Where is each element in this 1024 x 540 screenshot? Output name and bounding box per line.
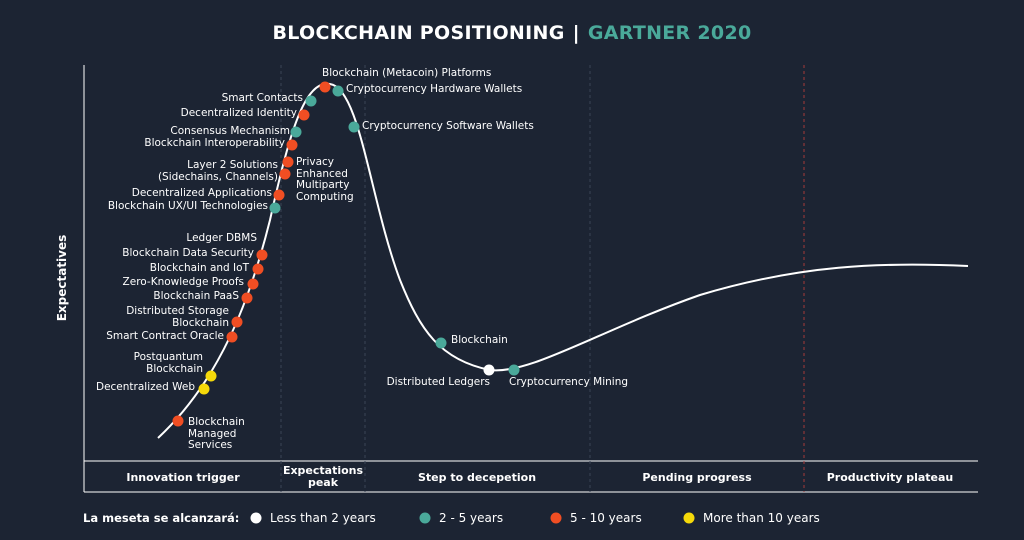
technology-dot [508, 364, 520, 376]
legend-marker [683, 512, 695, 524]
technology-dot [282, 156, 294, 168]
legend-title: La meseta se alcanzará: [83, 511, 240, 525]
technology-label: Cryptocurrency Software Wallets [362, 120, 534, 132]
subtitle: GARTNER 2020 [587, 22, 752, 44]
technology-dot [290, 126, 302, 138]
technology-label: Postquantum Blockchain [133, 351, 203, 375]
technology-dot [332, 85, 344, 97]
technology-label: Consensus Mechanism [170, 125, 290, 137]
title-text: BLOCKCHAIN POSITIONING [272, 22, 565, 44]
legend-label: 2 - 5 years [439, 511, 504, 525]
legend-label: Less than 2 years [270, 511, 376, 525]
legend-label: More than 10 years [703, 511, 820, 525]
phase-label: Pending progress [642, 471, 752, 484]
technology-label: Distributed Ledgers [386, 376, 490, 388]
legend-marker [550, 512, 562, 524]
technology-label: Blockchain UX/UI Technologies [107, 200, 268, 212]
title: BLOCKCHAIN POSITIONING | GARTNER 2020 [0, 22, 1024, 44]
legend-marker [250, 512, 262, 524]
technology-dot [348, 121, 360, 133]
phase-label: Innovation trigger [126, 471, 240, 484]
technology-label: Cryptocurrency Hardware Wallets [346, 83, 523, 95]
title-separator: | [572, 22, 580, 44]
technology-label: Zero-Knowledge Proofs [122, 276, 244, 288]
technology-dot [252, 263, 264, 275]
technology-label: Blockchain Interoperability [144, 137, 285, 149]
technology-dot [305, 95, 317, 107]
technology-label: Decentralized Applications [131, 187, 272, 199]
technology-label: Smart Contacts [221, 92, 303, 104]
legend-label: 5 - 10 years [570, 511, 642, 525]
hype-curve [157, 82, 969, 439]
technology-dot [226, 331, 238, 343]
technology-dot [172, 415, 184, 427]
technology-label: Layer 2 Solutions (Sidechains, Channels) [157, 159, 278, 183]
technology-label: Privacy Enhanced Multiparty Computing [296, 156, 354, 203]
technology-dot [205, 370, 217, 382]
technology-label: Cryptocurrency Mining [509, 376, 629, 388]
technology-dot [256, 249, 268, 261]
technology-label: Distributed Storage Blockchain [126, 305, 229, 329]
technology-dot [319, 81, 331, 93]
technology-label: Blockchain (Metacoin) Platforms [322, 67, 492, 79]
technology-label: Smart Contract Oracle [106, 330, 224, 342]
y-axis-label: Expectatives [55, 234, 69, 322]
technology-dot [198, 383, 210, 395]
technology-dot [279, 168, 291, 180]
technology-dot [247, 278, 259, 290]
phase-label: Expectations peak [282, 464, 364, 489]
technology-dot [273, 189, 285, 201]
technology-label: Decentralized Web [95, 381, 195, 393]
technology-dot [298, 109, 310, 121]
technology-dot [241, 292, 253, 304]
technology-dot [286, 139, 298, 151]
technology-dot [435, 337, 447, 349]
phase-label: Step to decepetion [417, 471, 537, 484]
technology-dot [269, 202, 281, 214]
technology-label: Blockchain Data Security [122, 247, 254, 259]
technology-label: Blockchain Managed Services [188, 416, 245, 451]
technology-dot [483, 364, 495, 376]
technology-label: Blockchain PaaS [153, 290, 239, 302]
technology-dot [231, 316, 243, 328]
technology-label: Blockchain [451, 334, 508, 346]
technology-label: Blockchain and IoT [149, 262, 249, 274]
technology-label: Decentralized Identity [180, 107, 297, 119]
legend-marker [419, 512, 431, 524]
technology-label: Ledger DBMS [186, 232, 257, 244]
phase-label: Productivity plateau [826, 471, 954, 484]
